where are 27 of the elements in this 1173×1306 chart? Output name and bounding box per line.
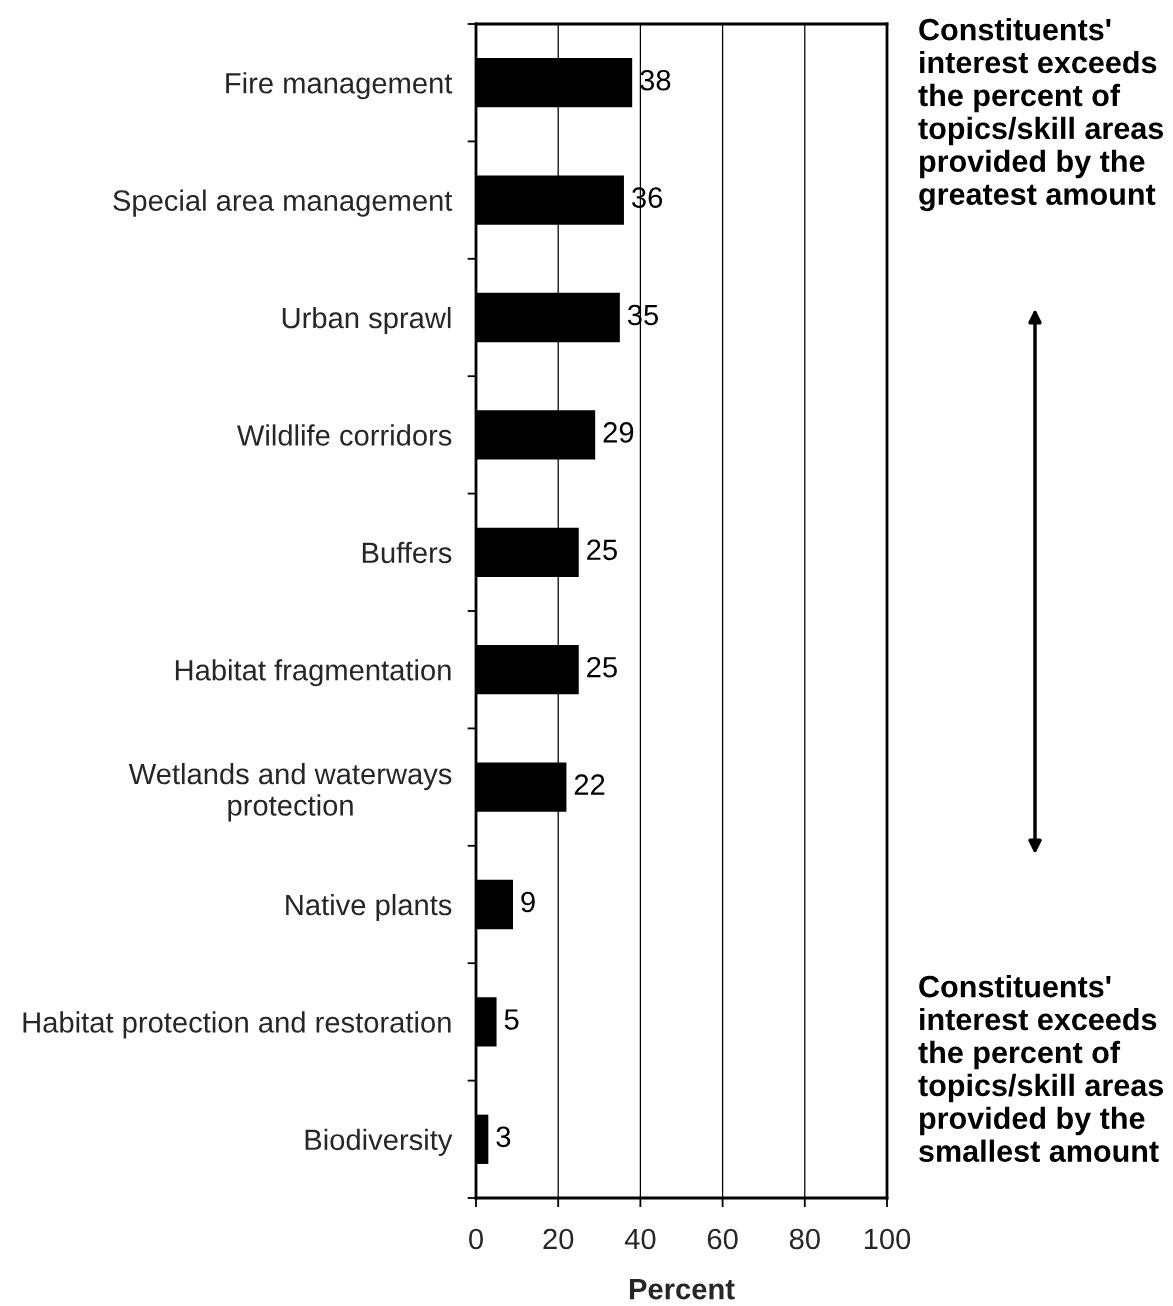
x-tick-label: 40	[624, 1228, 656, 1250]
y-tick-label: Wetlands and waterways protection	[128, 762, 452, 822]
data-label: 38	[640, 69, 671, 91]
data-label: 3	[496, 1126, 511, 1148]
data-label: 9	[521, 891, 535, 913]
text: Constituents' interest exceeds the percent of topics/skill areas provided by the greatest amount	[918, 18, 1164, 212]
x-axis-title: Percent	[629, 1279, 735, 1300]
x-tick-label: 80	[789, 1228, 820, 1250]
x-tick-label: 20	[543, 1228, 574, 1250]
x-tick-label: 100	[864, 1228, 911, 1250]
y-tick-label: Urban sprawl	[282, 306, 451, 335]
text: Constituents' interest exceeds the percent of topics/skill areas provided by the smallest amount	[918, 975, 1164, 1162]
x-tick-label: 60	[707, 1228, 738, 1250]
y-tick-label: Wildlife corridors	[236, 424, 452, 446]
y-tick-label: Native plants	[286, 893, 452, 922]
data-label: 25	[587, 539, 617, 561]
x-tick-label: 0	[469, 1228, 483, 1250]
y-tick-label: Habitat fragmentation	[175, 659, 451, 687]
y-tick-label: Fire management	[226, 72, 453, 100]
y-tick-label: Habitat protection and restoration	[23, 1011, 451, 1039]
data-label: 25	[587, 656, 617, 678]
data-label: 5	[504, 1009, 519, 1030]
data-label: 22	[574, 774, 605, 795]
y-tick-label: Biodiversity	[305, 1128, 453, 1156]
y-tick-label: Special area management	[113, 189, 453, 217]
y-tick-label: Buffers	[362, 541, 452, 564]
data-label: 29	[603, 422, 634, 443]
